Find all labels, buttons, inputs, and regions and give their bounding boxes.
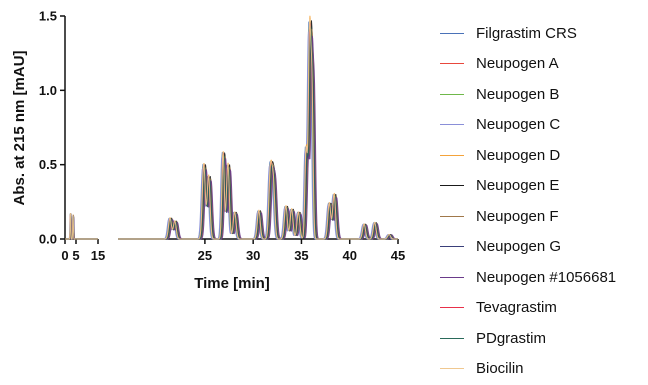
legend-item: Tevagrastim: [440, 293, 645, 324]
y-tick-label: 1.5: [39, 9, 57, 24]
series-line: [117, 15, 399, 240]
series-line: [117, 21, 399, 240]
x-tick-label: 15: [91, 248, 105, 263]
legend-item: Neupogen E: [440, 171, 645, 202]
legend-label: Neupogen #1056681: [476, 268, 617, 286]
legend-swatch: [440, 185, 464, 187]
series-line: [117, 35, 399, 240]
series-line: [117, 34, 399, 240]
legend-item: Neupogen G: [440, 232, 645, 263]
legend-swatch: [440, 276, 464, 278]
series-line: [117, 28, 399, 240]
series-line: [64, 212, 99, 240]
legend-item: PDgrastim: [440, 323, 645, 354]
legend-item: Filgrastim CRS: [440, 18, 645, 49]
legend-swatch: [440, 63, 464, 65]
legend-item: Biocilin: [440, 354, 645, 385]
legend-swatch: [440, 307, 464, 309]
y-tick-label: 0.5: [39, 157, 57, 172]
chart-legend: Filgrastim CRS Neupogen A Neupogen B Neupog…: [440, 18, 645, 384]
legend-item: Neupogen F: [440, 201, 645, 232]
series-line: [117, 27, 399, 240]
legend-swatch: [440, 368, 464, 370]
x-tick-label: 25: [198, 248, 212, 263]
series-line: [117, 26, 399, 240]
x-tick-label: 0: [61, 248, 68, 263]
y-axis: 0.0 0.5 1.0 1.5: [39, 9, 66, 247]
y-axis-title: Abs. at 215 nm [mAU]: [11, 50, 28, 205]
x-axis-title: Time [min]: [194, 275, 270, 292]
series-lines: [64, 15, 399, 240]
x-tick-label: 5: [72, 248, 79, 263]
legend-label: Neupogen F: [476, 207, 559, 225]
legend-swatch: [440, 215, 464, 217]
x-tick-label: 30: [246, 248, 260, 263]
x-axis: 0 5 15 25 30 35 40 45: [61, 238, 405, 263]
legend-item: Neupogen A: [440, 49, 645, 80]
legend-label: Neupogen G: [476, 238, 562, 256]
legend-swatch: [440, 246, 464, 248]
legend-swatch: [440, 154, 464, 156]
series-line: [117, 18, 399, 240]
x-tick-label: 45: [391, 248, 405, 263]
legend-swatch: [440, 124, 464, 126]
legend-label: Neupogen E: [476, 177, 560, 195]
y-tick-label: 0.0: [39, 232, 57, 247]
legend-item: Neupogen B: [440, 79, 645, 110]
legend-item: Neupogen D: [440, 140, 645, 171]
series-line: [117, 31, 399, 240]
legend-swatch: [440, 337, 464, 339]
chromatogram-chart: 0.0 0.5 1.0 1.5 0 5 15 25 30 35 40 45 Abs. at 215 …: [11, 9, 405, 293]
series-line: [117, 20, 399, 240]
series-line: [117, 24, 399, 240]
legend-swatch: [440, 93, 464, 95]
legend-label: PDgrastim: [476, 329, 547, 347]
legend-label: Neupogen C: [476, 116, 561, 134]
legend-label: Neupogen D: [476, 146, 561, 164]
x-tick-label: 40: [342, 248, 356, 263]
legend-item: Neupogen C: [440, 110, 645, 141]
x-tick-label: 35: [294, 248, 308, 263]
legend-label: Neupogen B: [476, 85, 560, 103]
series-line: [117, 23, 399, 240]
legend-label: Neupogen A: [476, 55, 559, 73]
legend-swatch: [440, 32, 464, 34]
y-tick-label: 1.0: [39, 83, 57, 98]
legend-label: Biocilin: [476, 360, 524, 378]
legend-label: Filgrastim CRS: [476, 24, 577, 42]
legend-item: Neupogen #1056681: [440, 262, 645, 293]
legend-label: Tevagrastim: [476, 299, 557, 317]
